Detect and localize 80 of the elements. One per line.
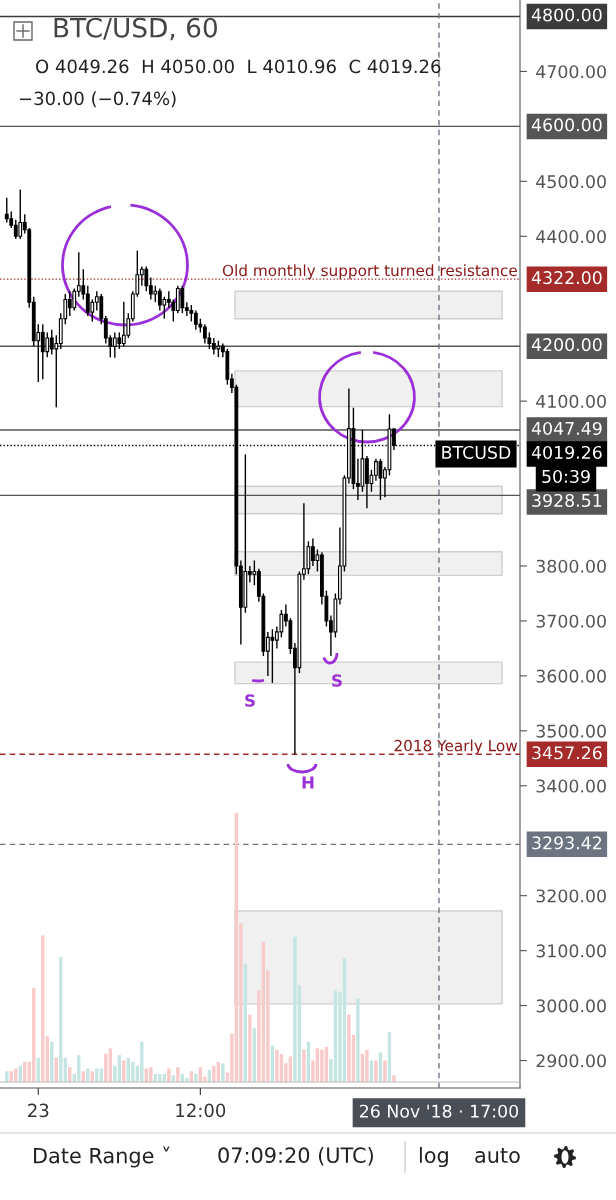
candlestick	[18, 188, 23, 240]
bar	[275, 1049, 279, 1082]
y-tick-label: 3000.00	[536, 999, 606, 1013]
text: Date Range ˅	[34, 1146, 170, 1168]
y-tick-label: 3200.00	[536, 889, 606, 903]
ref-line-label: 26 Nov '18 · 17:00	[360, 1104, 519, 1118]
candlestick	[40, 323, 45, 380]
candlestick	[13, 219, 18, 240]
candlestick	[72, 287, 77, 312]
candlestick	[378, 458, 383, 501]
bar	[320, 1049, 324, 1082]
bar	[158, 1073, 162, 1082]
ref-line-label: 4200.00	[531, 338, 602, 352]
candlestick	[49, 329, 54, 356]
text: log	[419, 1146, 448, 1168]
text: 50:39	[542, 469, 590, 484]
bar	[131, 1061, 135, 1082]
y-tick-label: 4100.00	[536, 394, 606, 408]
annotation: 2018 Yearly Low	[394, 739, 518, 755]
annotation: H	[302, 776, 314, 789]
bar	[149, 1067, 153, 1082]
candlestick	[121, 300, 126, 347]
text: 07:09:20 (UTC)	[218, 1146, 373, 1166]
y-tick-label: 3600.00	[536, 669, 606, 683]
candlestick	[202, 323, 207, 345]
candlestick	[67, 290, 72, 317]
candlestick	[166, 290, 171, 309]
ref-line-label: 4800.00	[531, 8, 602, 22]
y-tick-label: 4700.00	[536, 65, 606, 79]
ref-line-label: 4047.49	[531, 421, 602, 436]
candlestick	[193, 309, 198, 331]
bar	[356, 998, 360, 1082]
text: BTC/USD, 60	[54, 17, 217, 41]
bar	[248, 1014, 252, 1082]
ref-line-label: 4600.00	[531, 118, 602, 132]
bar	[383, 1060, 387, 1082]
y-tick-label: 3700.00	[536, 614, 606, 628]
bar	[212, 1065, 216, 1082]
ref-line-label: 4019.26	[531, 445, 602, 460]
bar	[221, 1063, 225, 1082]
y-tick-label: 4500.00	[536, 175, 606, 189]
annotation: Old monthly support turned resistance	[222, 264, 517, 280]
x-tick-label: 12:00	[176, 1103, 226, 1118]
ref-line-label: 3293.42	[532, 836, 602, 850]
y-tick-label: 4400.00	[536, 229, 606, 244]
candlestick	[157, 287, 162, 312]
ref-line-label: 4322.00	[531, 271, 602, 285]
bar	[347, 1014, 351, 1082]
bar	[392, 1075, 396, 1082]
candlestick	[85, 285, 90, 317]
annotation: −30.00 (−0.74%)	[19, 91, 176, 108]
y-tick-label: 3500.00	[536, 724, 606, 738]
y-tick-label: 3800.00	[536, 559, 606, 573]
bar	[374, 1060, 378, 1082]
candlestick	[4, 197, 9, 224]
y-tick-label: 3100.00	[536, 944, 606, 958]
candlestick	[112, 331, 117, 359]
annotation: S	[245, 694, 255, 707]
annotation: S	[332, 674, 342, 687]
bar	[194, 1073, 198, 1082]
bar	[140, 1041, 144, 1082]
x-tick-label: 23	[28, 1103, 49, 1118]
annotation: BTCUSD	[442, 445, 511, 460]
bar	[302, 1049, 306, 1082]
candlestick	[45, 331, 50, 358]
ref-line-label: 3457.26	[532, 746, 602, 760]
bar	[365, 1049, 369, 1082]
bar	[293, 936, 297, 1082]
candlestick	[180, 285, 185, 314]
ref-line-label: 3928.51	[532, 493, 602, 508]
y-tick-label: 3400.00	[536, 779, 606, 793]
y-tick-label: 2900.00	[536, 1054, 606, 1068]
annotation: O 4049.26 H 4050.00 L 4010.96 C 4019.26	[36, 59, 441, 74]
candlestick	[175, 285, 180, 314]
bar	[176, 1067, 180, 1082]
text: auto	[475, 1148, 520, 1164]
bar	[167, 1068, 171, 1082]
candlestick	[270, 628, 275, 684]
candlestick	[144, 265, 149, 292]
candlestick	[310, 537, 315, 567]
